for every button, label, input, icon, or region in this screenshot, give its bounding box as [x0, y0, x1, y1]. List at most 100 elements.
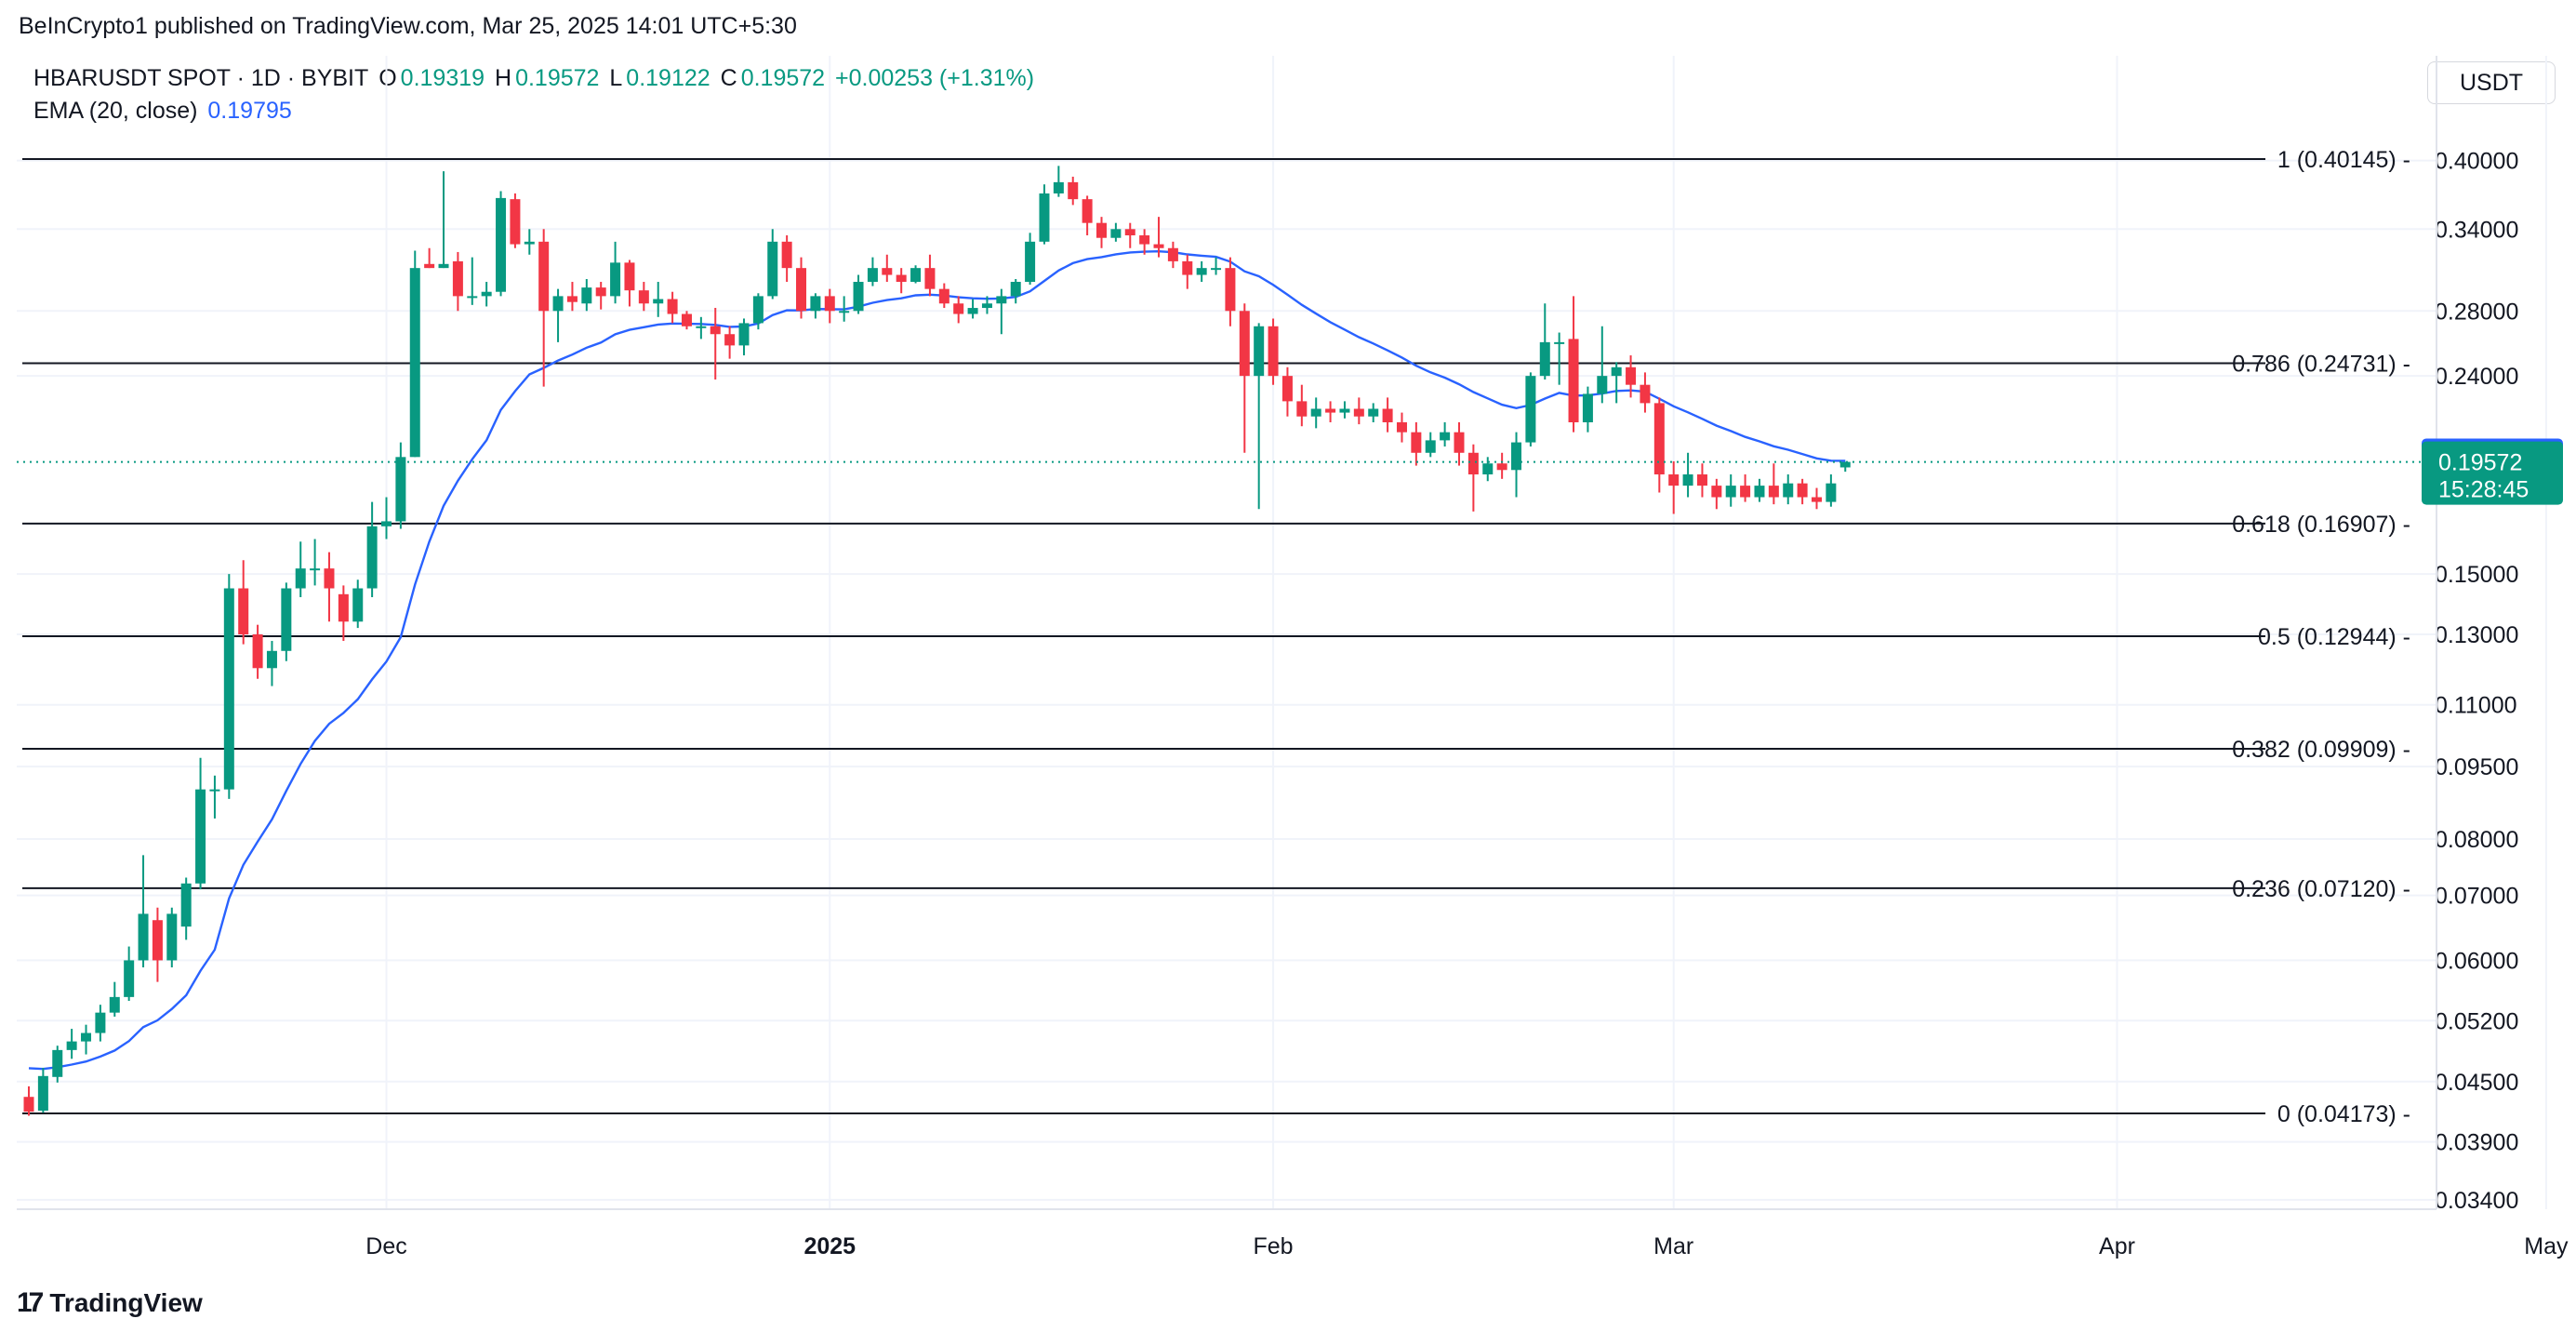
candle	[180, 877, 192, 940]
candle-body	[1826, 483, 1837, 502]
candle-body	[452, 260, 463, 297]
candle	[1296, 384, 1308, 427]
candle-body	[1110, 229, 1122, 238]
candle-body	[352, 588, 364, 622]
candle	[1653, 397, 1665, 493]
candle-body	[867, 268, 878, 283]
candle	[996, 288, 1007, 335]
candle	[1110, 222, 1122, 242]
change-value: +0.00253 (+1.31%)	[835, 65, 1035, 91]
candle-body	[810, 296, 821, 312]
candle	[310, 539, 321, 586]
candle	[1740, 474, 1751, 502]
candle-body	[1239, 311, 1250, 377]
candle	[95, 1005, 106, 1042]
candle	[1196, 260, 1207, 283]
candle-body	[924, 268, 936, 289]
candle	[552, 288, 564, 342]
candle-body	[1496, 463, 1507, 471]
candle	[1325, 401, 1336, 423]
candle	[824, 288, 835, 324]
candle	[1339, 401, 1350, 419]
candle-body	[1053, 181, 1064, 193]
candle	[752, 293, 764, 330]
candle	[1768, 463, 1779, 505]
candle	[1725, 474, 1736, 507]
candle	[52, 1046, 63, 1083]
candle-body	[1025, 241, 1036, 283]
candle-body	[1783, 483, 1794, 498]
candle	[1425, 432, 1436, 458]
fib-level-label: 0.786 (0.24731) -	[2232, 352, 2410, 378]
candle	[781, 235, 792, 283]
candle-body	[1525, 376, 1536, 443]
candle	[1482, 457, 1494, 482]
symbol-legend: HBARUSDT SPOT · 1D · BYBIT O 0.19319 H 0.1…	[33, 65, 1038, 92]
x-tick-label: 2025	[803, 1233, 856, 1259]
symbol-title[interactable]: HBARUSDT SPOT · 1D · BYBIT	[33, 65, 369, 91]
candle-body	[1568, 339, 1579, 423]
candle-body	[223, 588, 234, 790]
candle	[1167, 241, 1178, 269]
ema-label[interactable]: EMA (20, close)	[33, 98, 198, 124]
candle	[452, 251, 463, 312]
candle	[1568, 296, 1579, 433]
candle-body	[1754, 486, 1765, 498]
candle	[981, 296, 992, 314]
candle-body	[996, 296, 1007, 304]
candle	[967, 299, 978, 319]
candle-body	[1211, 268, 1222, 271]
candle	[281, 582, 292, 661]
close-value: 0.19572	[740, 65, 826, 91]
candle	[667, 291, 678, 324]
candle-body	[1482, 463, 1494, 475]
candle-body	[667, 299, 678, 314]
currency-button[interactable]: USDT	[2427, 61, 2556, 104]
y-tick-label: 0.06000	[2435, 948, 2518, 974]
candle	[223, 574, 234, 799]
candle	[124, 946, 135, 1002]
candle-body	[52, 1049, 63, 1077]
y-tick-label: 0.34000	[2435, 217, 2518, 243]
candle-body	[338, 593, 349, 622]
candle	[81, 1024, 92, 1055]
candle	[1696, 463, 1707, 498]
candle	[710, 308, 721, 380]
candle	[1268, 318, 1279, 385]
candle-body	[1254, 326, 1265, 377]
candle	[1496, 452, 1507, 479]
close-label: C	[720, 65, 737, 91]
candle	[1783, 474, 1794, 505]
candle	[1010, 279, 1021, 304]
candle	[366, 501, 378, 597]
candle	[696, 316, 707, 340]
candle-body	[624, 262, 635, 291]
candle	[109, 981, 120, 1017]
candle	[252, 624, 263, 679]
candle	[195, 757, 206, 890]
candle-body	[1082, 199, 1093, 223]
candle	[938, 283, 949, 309]
candle	[653, 282, 664, 317]
candle-body	[1740, 486, 1751, 498]
candle	[566, 282, 578, 312]
y-tick-label: 0.13000	[2435, 622, 2518, 648]
candle-body	[180, 883, 192, 927]
candle-body	[1268, 326, 1279, 377]
candle	[1626, 355, 1637, 398]
candle-body	[81, 1032, 92, 1042]
candle	[1096, 217, 1107, 248]
candle	[352, 579, 364, 629]
candle-body	[1440, 432, 1451, 441]
candle	[496, 191, 507, 297]
candle	[138, 855, 149, 968]
candle-body	[839, 311, 850, 313]
candle	[581, 279, 592, 312]
candle-body	[1839, 461, 1851, 468]
last-price-label: 0.19572	[2438, 450, 2522, 476]
candle-body	[1725, 486, 1736, 498]
candle-body	[1281, 376, 1293, 402]
candle-body	[467, 296, 478, 299]
tradingview-logo[interactable]: 17 TradingView	[17, 1287, 203, 1319]
